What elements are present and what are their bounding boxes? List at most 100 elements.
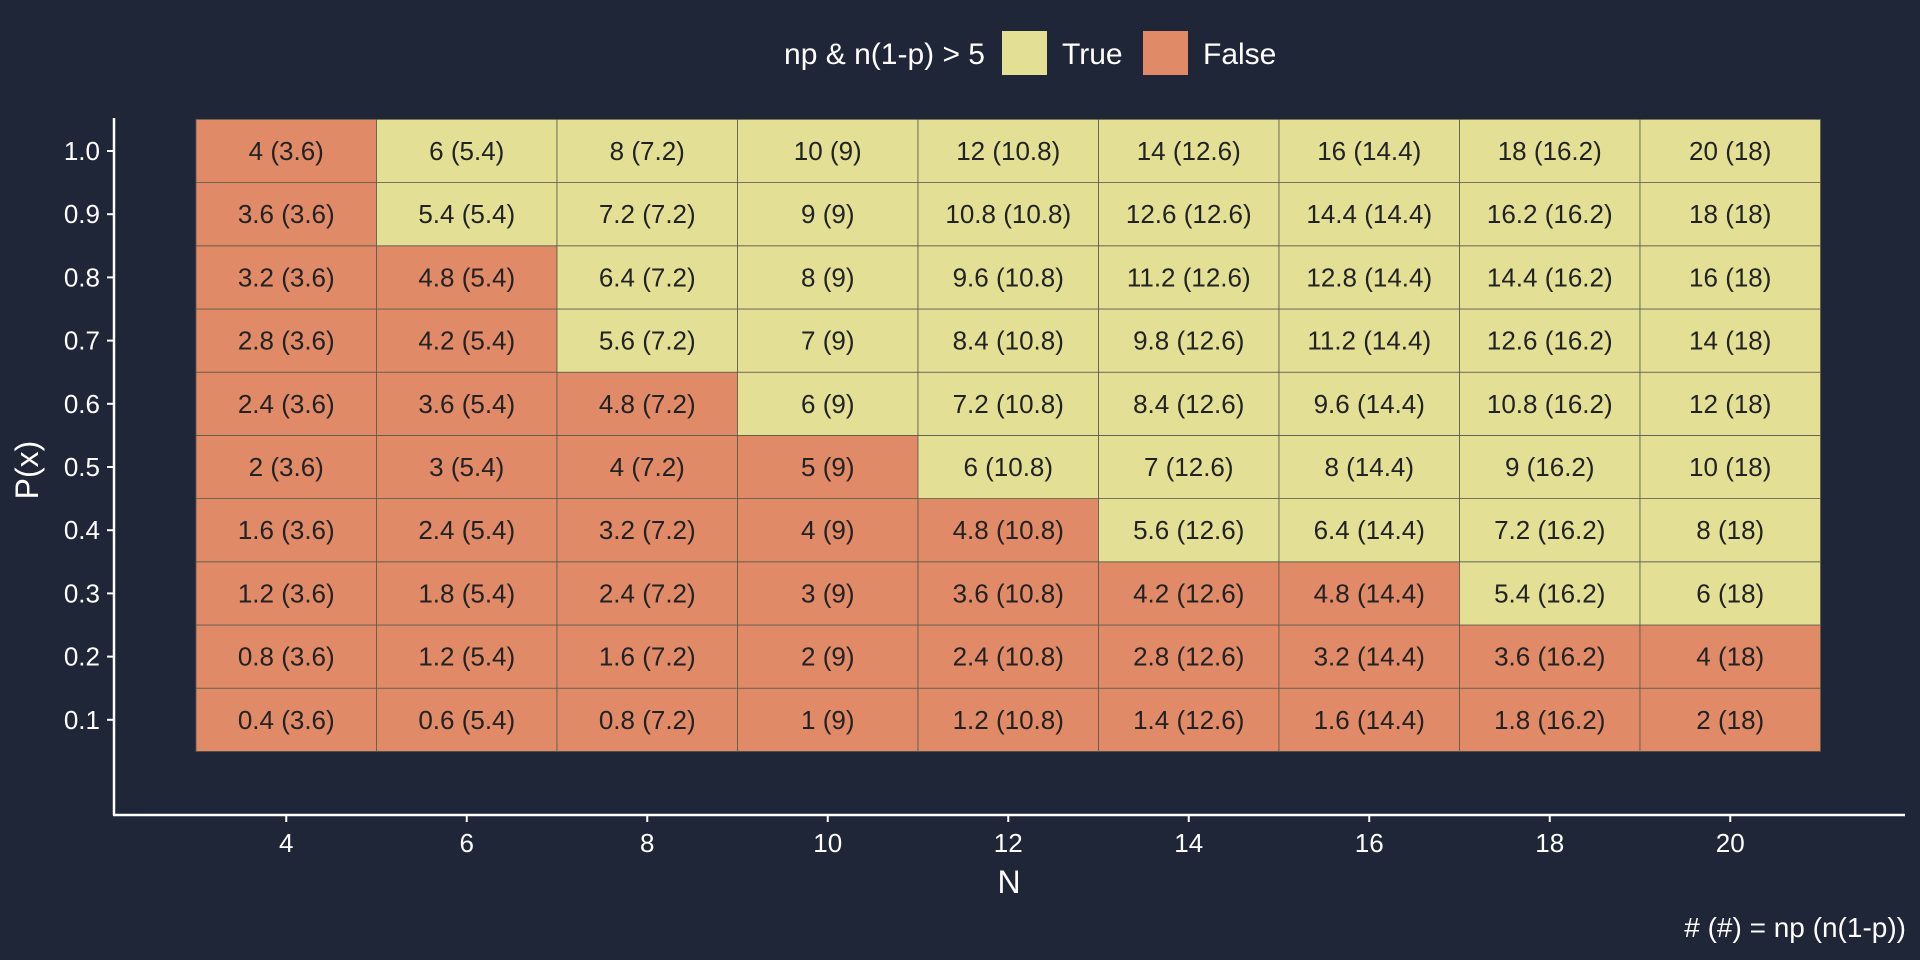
cell-label: 3.6 (5.4) [418,389,515,419]
cell-label: 12 (18) [1689,389,1771,419]
cell-label: 11.2 (14.4) [1307,326,1431,356]
cell-label: 12 (10.8) [956,136,1060,166]
x-axis-ticks: 4 6 8 10 12 14 16 18 20 [279,815,1745,858]
heatmap-cell [917,687,1099,752]
cell-label: 9.8 (12.6) [1133,326,1244,356]
heatmap-cell [737,119,919,184]
cell-label: 10.8 (10.8) [945,199,1071,229]
caption: # (#) = np (n(1-p)) [1684,912,1906,943]
cell-label: 0.4 (3.6) [238,705,335,735]
cell-label: 2 (18) [1696,705,1764,735]
legend-swatch-false [1143,31,1188,75]
cell-label: 6 (9) [801,389,854,419]
cell-label: 3.6 (10.8) [953,578,1064,608]
heatmap-cell [195,561,377,626]
heatmap-cell [1278,245,1460,310]
heatmap-cell [1639,245,1821,310]
x-tick-label: 8 [640,828,654,858]
cell-label: 4.8 (5.4) [418,262,515,292]
cell-label: 2.8 (12.6) [1133,642,1244,672]
x-tick-label: 4 [279,828,293,858]
heatmap-cell [1639,687,1821,752]
heatmap-cell [195,624,377,689]
cell-label: 7.2 (7.2) [599,199,696,229]
cell-label: 2.4 (3.6) [238,389,335,419]
cell-label: 16.2 (16.2) [1487,199,1613,229]
cell-label: 3.2 (3.6) [238,262,335,292]
y-tick-label: 0.2 [64,642,100,672]
heatmap-cell [1459,687,1641,752]
cell-label: 6 (18) [1696,578,1764,608]
heatmap-cell [556,182,738,247]
y-axis-title: P(x) [9,441,45,500]
heatmap-cell [195,308,377,373]
cell-label: 1.2 (10.8) [953,705,1064,735]
heatmap-cell [917,308,1099,373]
cell-label: 3 (9) [801,578,854,608]
y-tick-label: 0.9 [64,199,100,229]
cell-label: 2 (9) [801,642,854,672]
heatmap-cell [556,624,738,689]
cell-label: 4 (7.2) [610,452,685,482]
x-tick-label: 12 [994,828,1023,858]
cell-label: 4.8 (7.2) [599,389,696,419]
cell-label: 14.4 (14.4) [1306,199,1432,229]
heatmap-cell [1459,624,1641,689]
cell-label: 4 (9) [801,515,854,545]
heatmap-cell [1639,371,1821,436]
heatmap-cells: 0.4 (3.6) 0.6 (5.4) 0.8 (7.2) 1 (9) 1.2 (10.… [195,119,1821,752]
heatmap-cell [1278,561,1460,626]
cell-label: 5.6 (7.2) [599,326,696,356]
cell-label: 8 (9) [801,262,854,292]
cell-label: 2.4 (7.2) [599,578,696,608]
cell-label: 1.2 (3.6) [238,578,335,608]
heatmap-cell [376,498,558,563]
cell-label: 11.2 (12.6) [1127,262,1251,292]
cell-label: 9.6 (14.4) [1314,389,1425,419]
heatmap-cell [1098,119,1280,184]
y-tick-label: 0.3 [64,578,100,608]
cell-label: 6.4 (7.2) [599,262,696,292]
heatmap-cell [195,498,377,563]
heatmap-cell [1098,308,1280,373]
cell-label: 10 (18) [1689,452,1771,482]
heatmap-cell [737,308,919,373]
cell-label: 5.6 (12.6) [1133,515,1244,545]
heatmap-cell [376,561,558,626]
heatmap-cell [1459,371,1641,436]
legend: np & n(1-p) > 5 True False [784,31,1276,75]
heatmap-cell [1278,119,1460,184]
cell-label: 4.8 (14.4) [1314,578,1425,608]
heatmap-cell [376,119,558,184]
cell-label: 2.4 (5.4) [418,515,515,545]
x-tick-label: 14 [1174,828,1203,858]
heatmap-cell [1639,434,1821,499]
heatmap-cell [917,119,1099,184]
cell-label: 4 (18) [1696,642,1764,672]
heatmap-cell [1639,182,1821,247]
heatmap-cell [1098,245,1280,310]
legend-swatch-true [1002,31,1047,75]
heatmap-cell [556,308,738,373]
cell-label: 0.8 (3.6) [238,642,335,672]
cell-label: 16 (14.4) [1317,136,1421,166]
heatmap-cell [556,119,738,184]
cell-label: 3 (5.4) [429,452,504,482]
y-tick-label: 0.5 [64,452,100,482]
cell-label: 4.2 (5.4) [418,326,515,356]
heatmap-cell [1278,624,1460,689]
x-tick-label: 6 [460,828,474,858]
cell-label: 1.6 (7.2) [599,642,696,672]
cell-label: 0.6 (5.4) [418,705,515,735]
heatmap-cell [376,434,558,499]
heatmap-cell [556,371,738,436]
cell-label: 8 (18) [1696,515,1764,545]
heatmap-cell [376,371,558,436]
heatmap-cell [1459,245,1641,310]
cell-label: 9 (16.2) [1505,452,1595,482]
heatmap-cell [1278,308,1460,373]
heatmap-cell [1639,308,1821,373]
heatmap-cell [195,245,377,310]
heatmap-cell [195,371,377,436]
